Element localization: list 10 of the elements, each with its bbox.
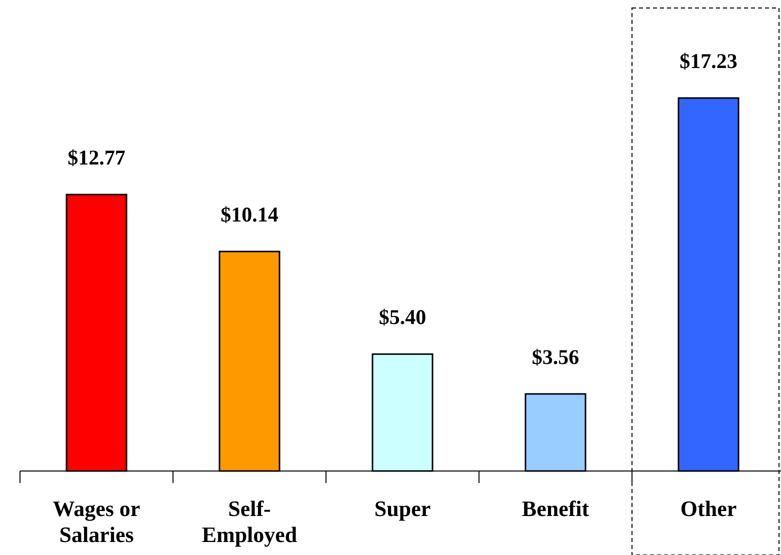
data-label: $12.77 (68, 146, 126, 170)
x-tick-label: Other (680, 496, 737, 521)
data-label: $17.23 (680, 49, 738, 73)
data-label: $3.56 (532, 344, 580, 369)
x-tick-label: Self-Employed (202, 496, 298, 547)
x-tick-label: Wages or Salaries (52, 496, 140, 547)
data-label: $5.40 (378, 305, 426, 330)
x-tick-label: Super (374, 496, 431, 521)
x-tick-label: Benefit (522, 496, 590, 521)
data-label: $10.14 (220, 202, 279, 226)
